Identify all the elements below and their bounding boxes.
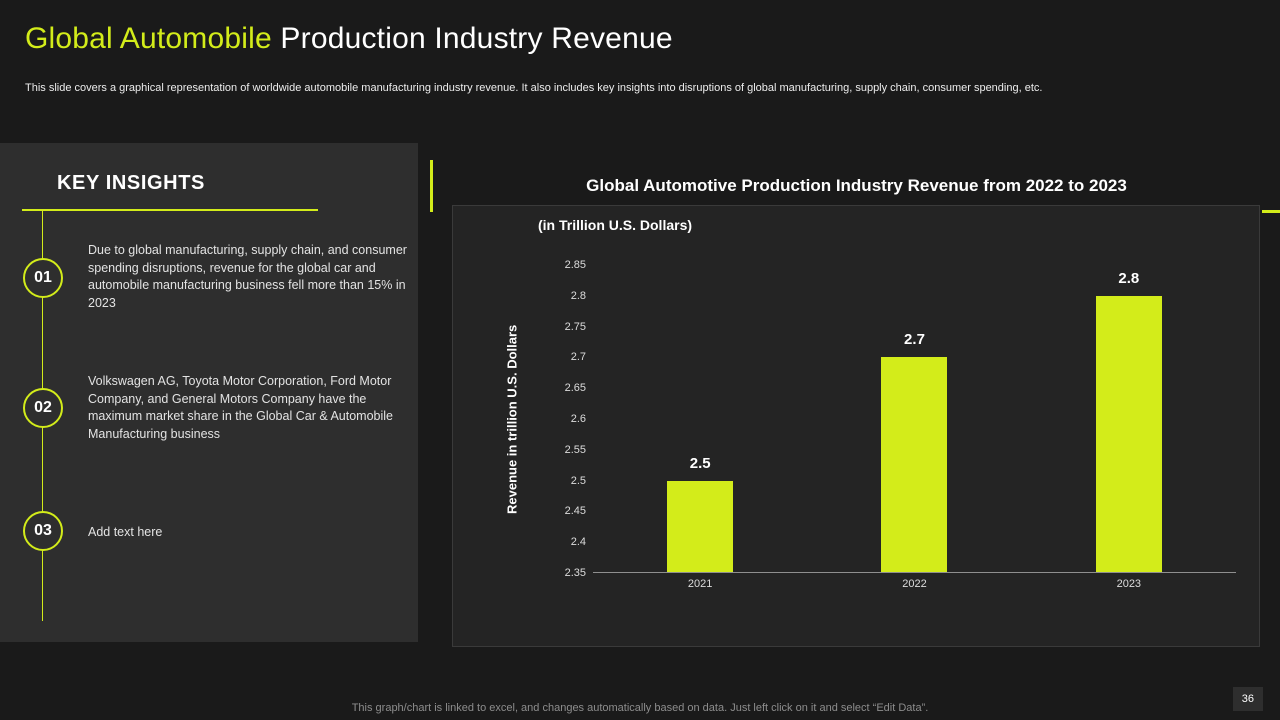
footer-note: This graph/chart is linked to excel, and… (351, 702, 929, 714)
insight-text: Due to global manufacturing, supply chai… (88, 243, 407, 310)
y-axis-tick-labels: 2.85 2.8 2.75 2.7 2.65 2.6 2.55 2.5 2.45 2.4 2.35 (524, 259, 586, 579)
y-tick-label: 2.5 (570, 474, 586, 487)
y-tick-label: 2.45 (564, 505, 586, 518)
bar[interactable] (881, 357, 948, 573)
insight-text-placeholder[interactable]: Add text here (88, 525, 163, 539)
bar-slot: 2.5 (593, 265, 807, 573)
bars-container: 2.5 2.7 2.8 (593, 265, 1236, 573)
bar-value-label: 2.7 (904, 331, 925, 349)
y-tick-label: 2.65 (564, 382, 586, 395)
y-tick-label: 2.85 (564, 259, 586, 271)
page-number: 36 (1232, 687, 1263, 711)
page-title-rest: Production Industry Revenue (271, 22, 673, 55)
x-axis-line (593, 572, 1236, 573)
y-tick-label: 2.6 (570, 413, 586, 425)
y-tick-label: 2.4 (570, 536, 586, 549)
bar[interactable] (1095, 295, 1162, 573)
page-title: Global Automobile Production Industry Re… (25, 22, 673, 56)
y-tick-label: 2.8 (570, 289, 586, 302)
bar-slot: 2.8 (1022, 265, 1236, 573)
y-tick-label: 2.7 (570, 351, 586, 364)
insight-number-badge: 03 (23, 511, 63, 551)
key-insights-heading: KEY INSIGHTS (57, 172, 205, 194)
x-axis-label: 2021 (687, 578, 713, 590)
bar-value-label: 2.8 (1118, 269, 1140, 287)
bar-slot: 2.7 (807, 265, 1021, 573)
page-title-highlight: Global Automobile (25, 22, 272, 55)
insight-text: Volkswagen AG, Toyota Motor Corporation,… (88, 374, 393, 441)
insight-number-badge: 01 (23, 258, 63, 298)
page-subtitle: This slide covers a graphical representa… (25, 82, 1043, 94)
title-accent-line (1262, 210, 1280, 213)
bar[interactable] (667, 480, 734, 573)
insight-number-badge: 02 (23, 388, 63, 428)
key-insights-underline (22, 209, 318, 211)
x-axis-label: 2022 (902, 578, 927, 590)
y-axis-title: Revenue in trillion U.S. Dollars (504, 324, 520, 514)
plot-area: 2.5 2.7 2.8 (593, 265, 1236, 573)
y-tick-label: 2.55 (564, 443, 586, 456)
chart-title-bar: Global Automotive Production Industry Re… (430, 160, 1280, 212)
chart-title: Global Automotive Production Industry Re… (586, 176, 1127, 195)
key-insights-panel: KEY INSIGHTS 01 Due to global manufactur… (0, 143, 418, 642)
bar-value-label: 2.5 (689, 454, 711, 472)
x-axis-labels: 2021 2022 2023 (593, 578, 1236, 590)
x-axis-label: 2023 (1116, 578, 1142, 590)
bar-chart[interactable]: (in Trillion U.S. Dollars) Revenue in tr… (452, 205, 1260, 647)
chart-subtitle: (in Trillion U.S. Dollars) (538, 217, 693, 233)
y-tick-label: 2.35 (564, 567, 586, 579)
y-tick-label: 2.75 (564, 320, 586, 333)
